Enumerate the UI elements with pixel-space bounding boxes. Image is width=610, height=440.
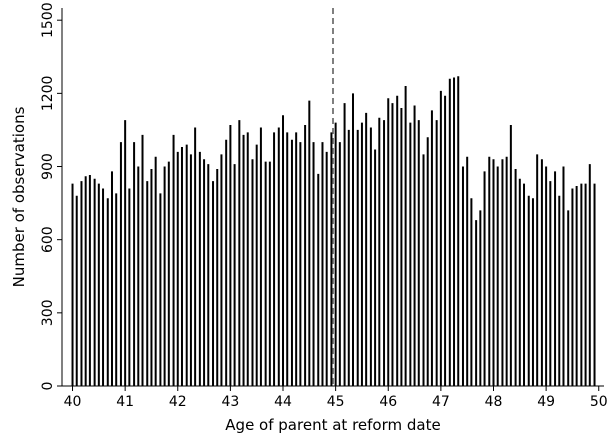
x-tick-label: 48 [485, 394, 503, 410]
y-tick-label: 600 [40, 226, 56, 253]
bars-group [71, 76, 596, 386]
x-tick-label: 41 [116, 394, 134, 410]
y-axis-ticks: 0 300 600 900 1200 1500 [40, 2, 62, 390]
y-tick-label: 300 [40, 299, 56, 326]
y-tick-label: 0 [40, 382, 56, 391]
x-tick-label: 45 [327, 394, 345, 410]
x-tick-label: 47 [432, 394, 450, 410]
x-tick-label: 44 [274, 394, 292, 410]
x-axis-ticks: 40 41 42 43 44 45 46 47 48 49 50 [64, 386, 608, 410]
x-tick-label: 46 [379, 394, 397, 410]
x-tick-label: 42 [169, 394, 187, 410]
x-tick-label: 50 [590, 394, 608, 410]
x-tick-label: 43 [221, 394, 239, 410]
x-tick-label: 40 [64, 394, 82, 410]
x-axis-label: Age of parent at reform date [225, 416, 440, 434]
x-tick-label: 49 [537, 394, 555, 410]
y-axis-label: Number of observations [10, 106, 28, 287]
y-tick-label: 1500 [40, 2, 56, 38]
y-tick-label: 1200 [40, 76, 56, 112]
y-tick-label: 900 [40, 153, 56, 180]
